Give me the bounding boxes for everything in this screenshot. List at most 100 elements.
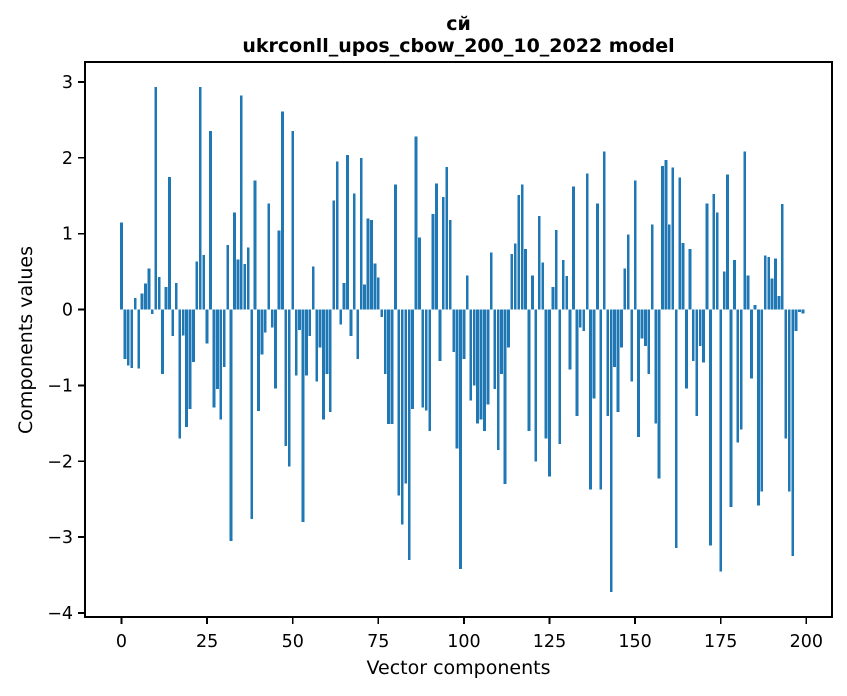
bar xyxy=(233,212,236,310)
bar xyxy=(373,263,377,310)
bar xyxy=(349,309,353,337)
bar xyxy=(239,95,243,310)
bar xyxy=(216,309,219,390)
bar xyxy=(794,309,798,331)
axes: 0 25 50 75 100 125 150 175 200 −4 −3 −2 −1 0 1 2 3 xyxy=(47,61,833,652)
bar xyxy=(548,309,551,477)
chart-title: сй ukrconll_upos_cbow_200_10_2022 model xyxy=(85,13,832,57)
bar xyxy=(753,304,757,310)
bar xyxy=(671,167,675,310)
bar xyxy=(301,309,305,522)
bar xyxy=(698,309,702,346)
bar xyxy=(691,309,695,362)
bar xyxy=(465,275,469,310)
bar xyxy=(137,309,140,369)
bar xyxy=(589,309,592,490)
bar xyxy=(329,309,332,412)
bar xyxy=(739,309,743,430)
bar xyxy=(733,260,736,310)
bar xyxy=(168,176,171,310)
x-tick-label: 125 xyxy=(533,632,566,652)
bar xyxy=(568,309,572,370)
bar xyxy=(760,309,764,492)
bar xyxy=(667,224,671,310)
bar xyxy=(606,309,610,416)
bar xyxy=(308,309,312,337)
bar xyxy=(192,309,195,362)
bar xyxy=(541,262,545,310)
bar xyxy=(332,200,336,310)
x-tick-label: 50 xyxy=(282,632,304,652)
bar xyxy=(626,234,630,310)
bar xyxy=(654,309,658,424)
bar xyxy=(246,247,250,310)
bar xyxy=(582,309,586,331)
bar xyxy=(212,309,216,408)
bar xyxy=(257,309,260,412)
bar xyxy=(681,242,685,310)
x-tick-label: 200 xyxy=(790,632,823,652)
bar xyxy=(318,309,322,348)
bar xyxy=(791,309,794,557)
bar xyxy=(198,87,202,310)
bar xyxy=(387,309,390,425)
bar xyxy=(712,194,716,310)
bar xyxy=(421,309,425,408)
bar xyxy=(561,260,565,310)
bar xyxy=(222,309,226,368)
bar xyxy=(709,309,712,546)
y-tick-label: −2 xyxy=(47,452,73,472)
bar xyxy=(462,309,466,359)
x-tick-label: 25 xyxy=(196,632,218,652)
bar xyxy=(486,309,490,405)
bar xyxy=(435,183,438,310)
bar xyxy=(572,186,575,310)
bar xyxy=(383,309,387,375)
bar xyxy=(397,309,401,496)
bar xyxy=(445,166,449,310)
bar xyxy=(678,177,681,310)
bar xyxy=(400,309,404,525)
bar xyxy=(455,309,459,449)
bar xyxy=(195,261,199,310)
bar xyxy=(414,136,418,310)
bar xyxy=(757,309,760,506)
bar xyxy=(120,222,123,310)
bar xyxy=(315,309,319,382)
y-tick-label: −4 xyxy=(47,604,73,624)
bar xyxy=(144,283,147,310)
bar xyxy=(479,309,483,420)
bar xyxy=(743,151,747,310)
bar xyxy=(130,309,134,368)
x-tick-label: 0 xyxy=(116,632,127,652)
bars xyxy=(120,87,805,592)
bar xyxy=(236,259,240,310)
x-tick-label: 75 xyxy=(367,632,389,652)
bar xyxy=(489,252,493,310)
bar xyxy=(366,218,370,310)
bar xyxy=(411,309,414,409)
bar xyxy=(424,309,428,411)
bar xyxy=(630,309,634,382)
bar xyxy=(640,309,644,339)
bar xyxy=(123,309,127,359)
bar xyxy=(746,275,750,310)
bar xyxy=(226,245,230,310)
bar xyxy=(277,230,281,310)
bar xyxy=(575,309,579,416)
bar xyxy=(418,237,421,310)
bar xyxy=(171,309,175,337)
bar xyxy=(174,282,178,310)
bar xyxy=(380,309,384,318)
bar xyxy=(500,309,503,375)
bar xyxy=(346,154,349,310)
bar xyxy=(438,309,442,362)
bar xyxy=(722,271,726,310)
bar xyxy=(513,243,517,310)
bar xyxy=(685,309,688,389)
bar xyxy=(695,309,699,416)
bar xyxy=(394,184,397,310)
bar xyxy=(133,298,137,310)
bar xyxy=(729,309,733,507)
